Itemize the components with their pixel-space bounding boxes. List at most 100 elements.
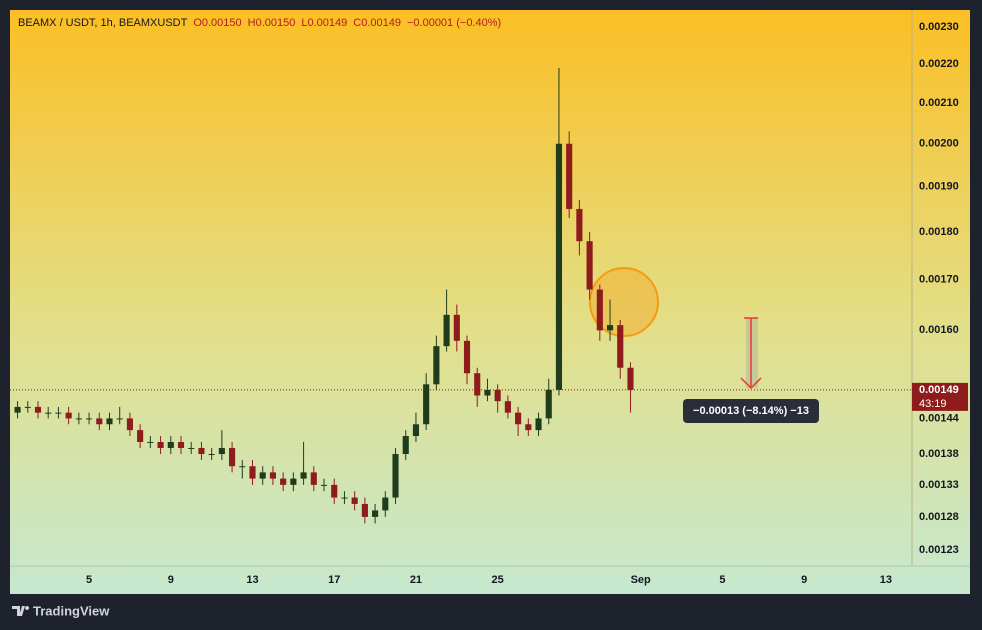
candle-body <box>566 143 573 209</box>
candle-body <box>34 406 42 413</box>
y-tick-label: 0.00123 <box>919 544 959 556</box>
y-tick-label: 0.00144 <box>919 412 960 424</box>
y-tick-label: 0.00138 <box>919 448 959 460</box>
candle-body <box>351 497 358 504</box>
candle-body <box>463 340 471 374</box>
candle-body <box>382 497 389 511</box>
x-tick-label: 21 <box>410 574 422 586</box>
candle-body <box>300 472 307 479</box>
candle-body <box>198 447 205 455</box>
candle-body <box>55 412 62 414</box>
chart-background <box>10 10 970 594</box>
measure-label: −0.00013 (−8.14%) −13 <box>693 405 809 417</box>
legend-value: −0.00001 (−0.40%) <box>407 17 501 29</box>
candle-body <box>555 143 563 390</box>
x-tick-label: 5 <box>719 574 725 586</box>
candle-body <box>535 418 542 431</box>
candle-body <box>116 418 123 420</box>
candle-body <box>310 472 317 485</box>
candle-body <box>126 418 133 431</box>
legend-value: C0.00149 <box>353 17 401 29</box>
candle-body <box>137 430 144 442</box>
y-tick-label: 0.00200 <box>919 138 959 150</box>
x-tick-label: 9 <box>168 574 174 586</box>
y-tick-label: 0.00133 <box>919 479 959 491</box>
candle-body <box>239 466 246 468</box>
candle-body <box>545 389 552 419</box>
x-tick-label: Sep <box>631 574 651 586</box>
candle-body <box>341 497 348 499</box>
x-tick-label: 13 <box>246 574 258 586</box>
candle-body <box>167 441 174 448</box>
candle-body <box>331 484 338 498</box>
candle-body <box>208 454 215 456</box>
candle-body <box>86 418 93 420</box>
candle-body <box>249 466 256 479</box>
candle-body <box>229 447 236 467</box>
candle-body <box>320 484 328 486</box>
candle-body <box>75 418 82 420</box>
circle-annotation <box>589 267 659 337</box>
candle-body <box>45 412 52 414</box>
candle-body <box>586 241 593 290</box>
candle-body <box>259 472 266 479</box>
candle-body <box>177 441 185 448</box>
candle-body <box>423 384 430 425</box>
x-tick-label: 13 <box>880 574 892 586</box>
x-tick-label: 9 <box>801 574 807 586</box>
candle-body <box>484 389 491 396</box>
ohlc-legend: O0.00150 H0.00150 L0.00149 C0.00149 −0.00001… <box>193 17 501 29</box>
candle-body <box>24 406 31 408</box>
candle-body <box>515 412 522 425</box>
chart-title: BEAMX / USDT, 1h, BEAMXUSDT <box>18 17 188 29</box>
candle-body <box>617 325 624 368</box>
candle-body <box>280 478 287 485</box>
x-tick-label: 25 <box>492 574 504 586</box>
y-tick-label: 0.00180 <box>919 226 959 238</box>
candle-body <box>14 406 21 413</box>
legend-value: L0.00149 <box>301 17 347 29</box>
candle-body <box>392 454 399 498</box>
candle-body <box>576 208 583 242</box>
x-tick-label: 5 <box>86 574 92 586</box>
candle-body <box>606 325 614 331</box>
y-tick-label: 0.00230 <box>919 21 959 33</box>
candle-body <box>372 510 379 517</box>
candle-body <box>504 401 511 413</box>
candle-body <box>525 424 532 431</box>
candle-body <box>474 373 481 396</box>
brand-name: TradingView <box>33 603 110 618</box>
measure-range <box>746 318 758 388</box>
candle-body <box>188 447 195 449</box>
countdown-label: 43:19 <box>919 398 947 410</box>
candle-body <box>157 441 164 448</box>
y-tick-label: 0.00210 <box>919 97 959 109</box>
candle-body <box>147 441 154 443</box>
candle-body <box>453 314 460 341</box>
last-price-label: 0.00149 <box>919 384 959 396</box>
candle-body <box>290 478 297 485</box>
x-tick-label: 17 <box>328 574 340 586</box>
candle-body <box>269 472 277 479</box>
y-tick-label: 0.00160 <box>919 324 959 336</box>
candle-body <box>627 367 634 390</box>
brand-logo <box>12 606 30 616</box>
candle-body <box>106 418 113 425</box>
y-tick-label: 0.00190 <box>919 181 959 193</box>
legend-value: H0.00150 <box>248 17 296 29</box>
candle-body <box>596 289 603 331</box>
y-tick-label: 0.00170 <box>919 274 959 286</box>
candle-body <box>218 447 225 455</box>
candle-body <box>443 314 450 347</box>
measure-box <box>683 399 819 423</box>
y-tick-label: 0.00220 <box>919 58 959 70</box>
candle-body <box>96 418 103 425</box>
candle-body <box>494 389 501 402</box>
candle-body <box>65 412 72 419</box>
candle-body <box>402 436 409 455</box>
y-tick-label: 0.00128 <box>919 511 959 523</box>
candle-body <box>412 424 420 437</box>
legend-value: O0.00150 <box>193 17 241 29</box>
